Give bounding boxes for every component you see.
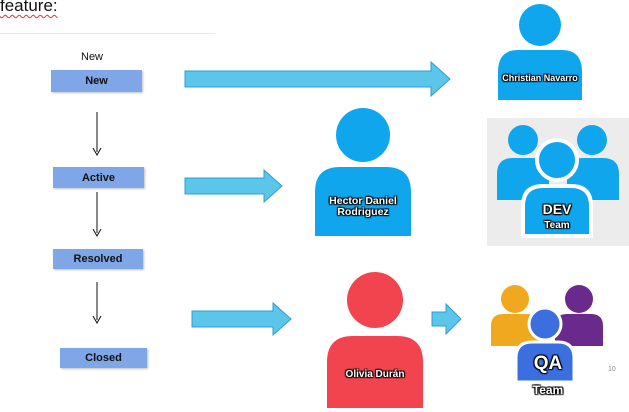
heading-divider	[0, 33, 215, 34]
person-hector-icon	[315, 108, 411, 236]
page-number: 10	[608, 366, 616, 373]
state-resolved-label: Resolved	[73, 253, 123, 265]
state-active: Active	[53, 167, 144, 188]
down-arrow-new-active	[92, 112, 102, 157]
qa-team-icon	[491, 285, 603, 384]
person-olivia-icon	[327, 272, 423, 408]
person-hector-label: Hector Daniel Rodriguez	[329, 195, 397, 219]
down-arrow-active-resolved	[92, 192, 102, 238]
state-closed: Closed	[60, 348, 147, 368]
dev-team-title: DEV	[542, 201, 572, 217]
down-arrow-resolved-closed	[92, 282, 102, 325]
person-olivia-label: Olivia Durán	[345, 369, 405, 380]
person-christian-icon	[498, 4, 582, 100]
state-new: New	[51, 70, 142, 92]
dev-team-subtitle: Team	[544, 220, 570, 231]
state-caption: New	[81, 51, 104, 63]
page-heading: feature:	[0, 0, 58, 15]
state-new-label: New	[85, 75, 108, 87]
block-arrow-new-to-christian	[184, 60, 451, 98]
state-active-label: Active	[81, 171, 116, 184]
state-resolved: Resolved	[53, 249, 143, 269]
dev-team-icon	[487, 118, 629, 246]
block-arrow-closed-to-olivia	[191, 301, 292, 337]
state-closed-label: Closed	[85, 352, 122, 364]
qa-team-subtitle: Team	[532, 383, 564, 397]
block-arrow-active-to-hector	[184, 168, 283, 204]
person-christian-label: Christian Navarro	[502, 73, 578, 83]
block-arrow-olivia-to-qa	[431, 302, 462, 336]
qa-team-title: QA	[533, 353, 563, 374]
